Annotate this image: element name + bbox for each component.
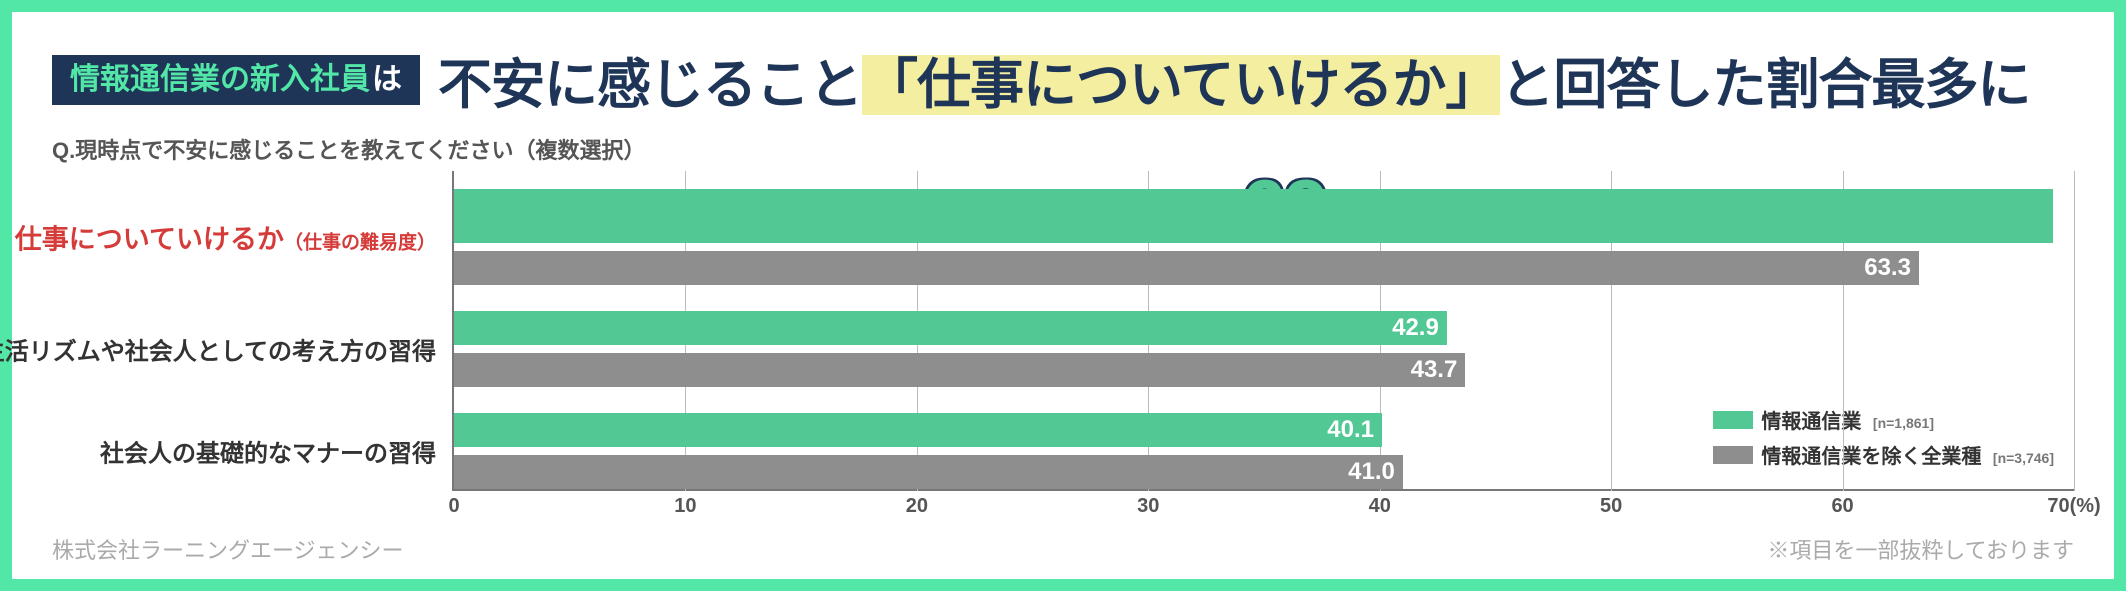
x-tick-label: 60: [1831, 495, 1853, 518]
x-tick-label: 40: [1369, 495, 1391, 518]
x-tick-label: 50: [1600, 495, 1622, 518]
bar: 43.7: [454, 353, 1465, 387]
legend-swatch: [1713, 411, 1753, 429]
bar-value: 42.9: [1392, 314, 1439, 342]
plot-column: 69 .1 % が回答 情報通信業 [n=1,861]情報通信業を除く全業種 […: [452, 171, 2074, 491]
chart-card: 情報通信業の新入社員 は 不安に感じること「仕事についていけるか」と回答した割合…: [0, 0, 2126, 591]
category-label: 生活リズムや社会人としての考え方の習得: [0, 332, 436, 367]
chart-area: 仕事についていけるか（仕事の難易度）生活リズムや社会人としての考え方の習得社会人…: [52, 171, 2074, 491]
footer-note: ※項目を一部抜粋しております: [1767, 533, 2074, 565]
legend-swatch: [1713, 446, 1753, 464]
x-tick-label: 0: [448, 495, 459, 518]
category-label: 社会人の基礎的なマナーの習得: [100, 434, 436, 469]
category-labels-column: 仕事についていけるか（仕事の難易度）生活リズムや社会人としての考え方の習得社会人…: [52, 171, 452, 491]
badge-suffix: は: [372, 65, 402, 95]
headline-badge: 情報通信業の新入社員 は: [52, 55, 420, 105]
survey-question: Q.現時点で不安に感じることを教えてください（複数選択）: [52, 133, 2074, 165]
category-label: 仕事についていけるか（仕事の難易度）: [15, 218, 436, 257]
headline-post: と回答した割合最多に: [1500, 55, 2030, 115]
x-tick-label: 30: [1137, 495, 1159, 518]
headline-quoted: 「仕事についていけるか」: [862, 55, 1500, 115]
bar: 40.1: [454, 413, 1382, 447]
bar-value: 40.1: [1327, 416, 1374, 444]
bar-value: 41.0: [1348, 458, 1395, 486]
x-tick-label: 70(%): [2047, 495, 2100, 518]
bar-value: 63.3: [1864, 254, 1911, 282]
headline: 情報通信業の新入社員 は 不安に感じること「仕事についていけるか」と回答した割合…: [52, 40, 2074, 119]
bar: 42.9: [454, 311, 1447, 345]
legend-label: 情報通信業を除く全業種 [n=3,746]: [1761, 440, 2054, 469]
legend: 情報通信業 [n=1,861] 情報通信業を除く全業種 [n=3,746]: [1713, 405, 2054, 469]
bar-value: 43.7: [1411, 356, 1458, 384]
bar: 69.1: [454, 189, 2053, 243]
headline-pre: 不安に感じること: [438, 55, 862, 115]
footer-source: 株式会社ラーニングエージェンシー: [52, 533, 404, 565]
bar: 63.3: [454, 251, 1919, 285]
gridline: [2074, 171, 2075, 491]
bar: 41.0: [454, 455, 1403, 489]
plot-area: 69 .1 % が回答 情報通信業 [n=1,861]情報通信業を除く全業種 […: [452, 171, 2074, 491]
legend-label: 情報通信業 [n=1,861]: [1761, 405, 1934, 434]
legend-item: 情報通信業 [n=1,861]: [1713, 405, 2054, 434]
badge-main: 情報通信業の新入社員: [70, 65, 370, 95]
headline-text: 不安に感じること「仕事についていけるか」と回答した割合最多に: [438, 40, 2030, 119]
x-tick-label: 20: [906, 495, 928, 518]
legend-item: 情報通信業を除く全業種 [n=3,746]: [1713, 440, 2054, 469]
x-tick-label: 10: [674, 495, 696, 518]
